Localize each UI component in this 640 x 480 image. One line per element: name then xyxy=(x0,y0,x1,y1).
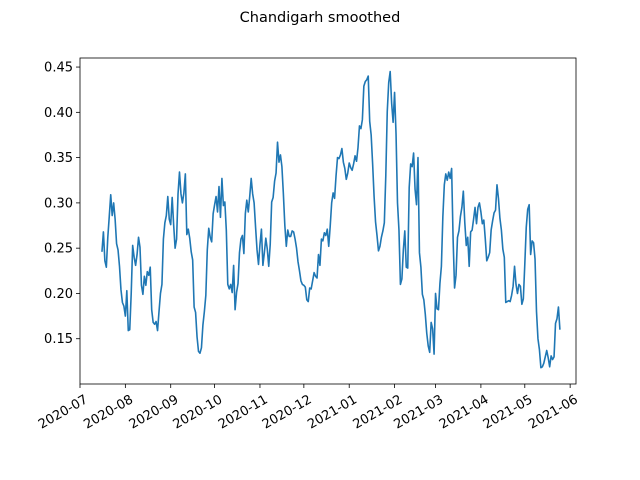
x-tick-label: 2021-01 xyxy=(305,392,360,432)
axes-frame xyxy=(79,57,577,385)
x-tick-label: 2020-11 xyxy=(216,392,271,432)
y-tick-label: 0.40 xyxy=(44,106,73,121)
y-tick-label: 0.15 xyxy=(44,332,73,347)
chart-title: Chandigarh smoothed xyxy=(240,10,401,26)
y-tick-label: 0.30 xyxy=(44,196,73,211)
x-tick-label: 2020-07 xyxy=(36,392,91,432)
x-tick-label: 2020-08 xyxy=(81,392,136,432)
y-tick-label: 0.35 xyxy=(44,151,73,166)
y-tick-label: 0.25 xyxy=(44,242,73,257)
y-tick-label: 0.45 xyxy=(44,61,73,76)
x-tick-label: 2020-10 xyxy=(171,392,226,432)
y-axis: 0.15 0.20 0.25 0.30 0.35 0.40 0.45 xyxy=(44,61,80,347)
x-tick-label: 2020-12 xyxy=(260,392,315,432)
series-group xyxy=(101,70,561,369)
series-line xyxy=(101,70,561,369)
x-axis: 2020-072020-082020-092020-102020-112020-… xyxy=(36,384,581,433)
y-tick-label: 0.20 xyxy=(44,287,73,302)
x-tick-label: 2020-09 xyxy=(127,392,182,432)
x-tick-label: 2021-06 xyxy=(526,392,581,432)
x-tick-label: 2021-05 xyxy=(481,392,536,432)
plot-area xyxy=(79,57,577,385)
x-tick-label: 2021-04 xyxy=(437,392,492,432)
